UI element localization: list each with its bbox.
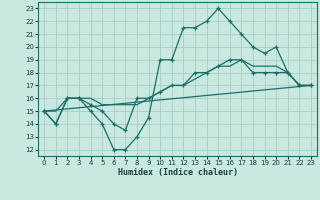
X-axis label: Humidex (Indice chaleur): Humidex (Indice chaleur) [118, 168, 238, 177]
